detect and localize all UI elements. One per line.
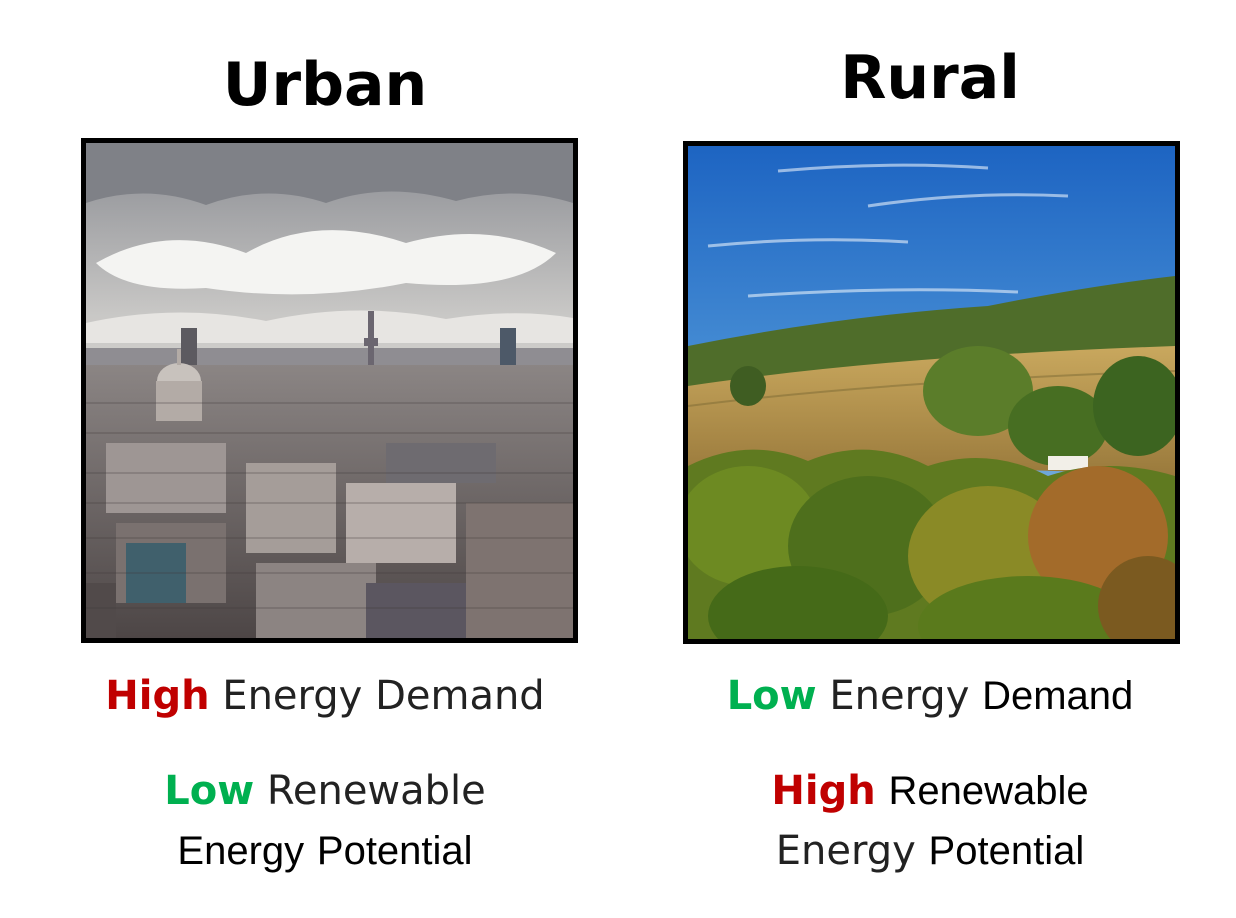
rural-renewable-word: Renewable — [888, 769, 1089, 813]
urban-energy-word: Energy — [177, 829, 305, 873]
urban-renewable-line-1: Low Renewable — [65, 766, 585, 816]
urban-renewable-level: Low — [164, 768, 255, 814]
rural-photo — [683, 141, 1180, 644]
urban-energy-demand: High Energy Demand — [65, 671, 585, 721]
rural-renewable-line-2: Energy Potential — [670, 826, 1190, 876]
rural-potential-word: Potential — [928, 829, 1085, 873]
rural-demand-word-1: Energy — [829, 673, 970, 719]
urban-renewable-line-2: Energy Potential — [65, 826, 585, 876]
rural-demand-level: Low — [726, 673, 817, 719]
rural-title: Rural — [840, 43, 1020, 113]
urban-potential-word: Potential — [316, 829, 473, 873]
rural-demand-word-2: Demand — [982, 674, 1134, 718]
urban-demand-word-2: Demand — [375, 673, 545, 719]
urban-demand-word-1: Energy — [222, 673, 363, 719]
city-skyline-image — [86, 143, 573, 638]
urban-photo — [81, 138, 578, 643]
urban-renewable-word: Renewable — [266, 768, 486, 814]
rural-renewable-line-1: High Renewable — [670, 766, 1190, 816]
urban-title: Urban — [222, 50, 428, 120]
rural-energy-word: Energy — [775, 828, 916, 874]
urban-demand-level: High — [105, 673, 210, 719]
countryside-landscape-image — [688, 146, 1175, 639]
rural-energy-demand: Low Energy Demand — [670, 671, 1190, 721]
rural-renewable-level: High — [771, 768, 876, 814]
